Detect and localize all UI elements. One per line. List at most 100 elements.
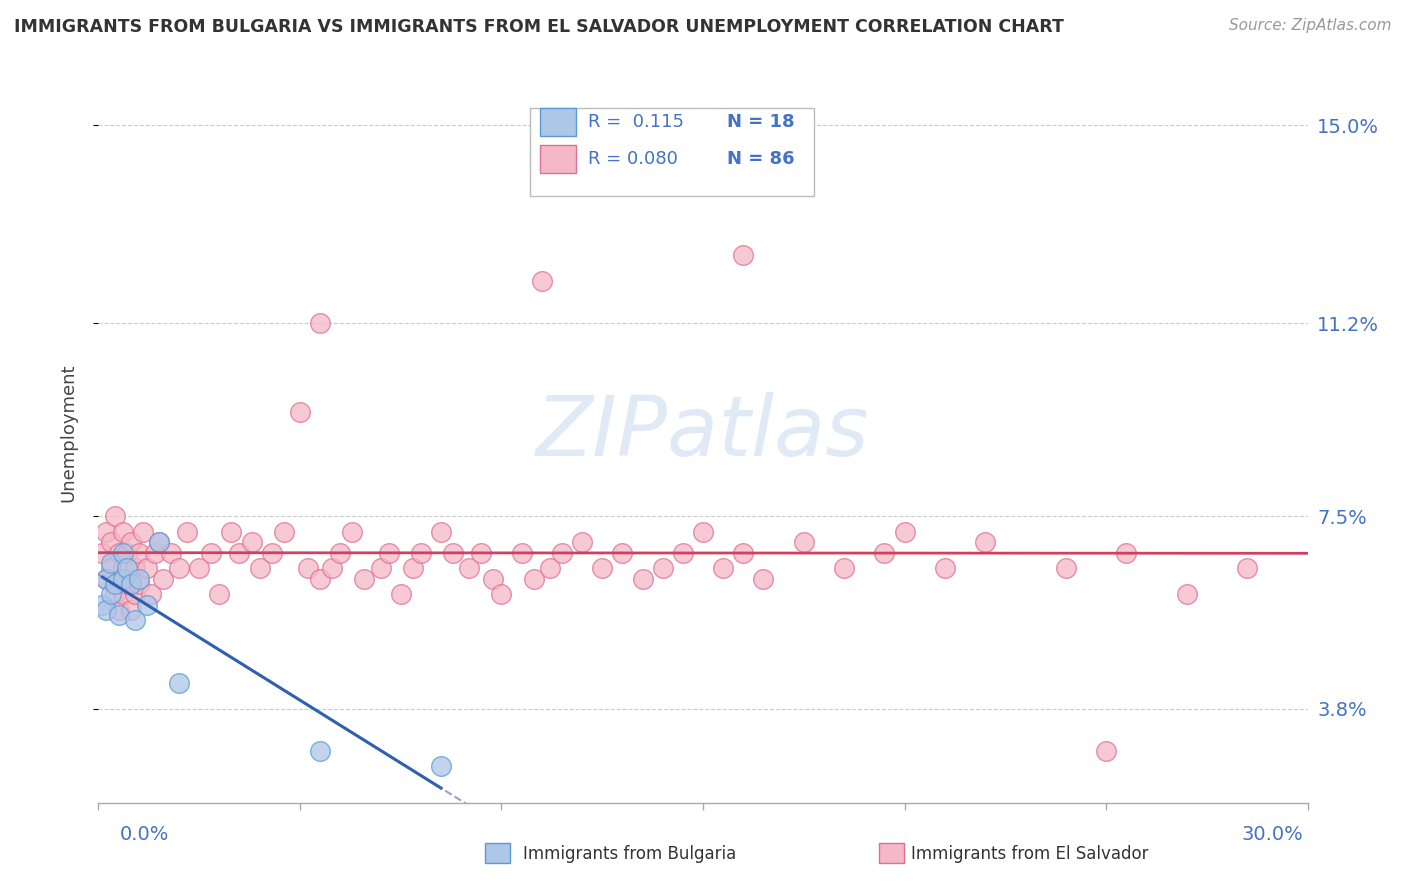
Point xyxy=(120,603,142,617)
Point xyxy=(530,274,553,288)
Point xyxy=(124,587,146,601)
Point xyxy=(974,535,997,549)
Point xyxy=(96,572,118,586)
Point xyxy=(510,545,533,559)
Text: Immigrants from El Salvador: Immigrants from El Salvador xyxy=(911,845,1149,863)
Point xyxy=(309,316,332,330)
Point xyxy=(100,535,122,549)
Text: R =  0.115: R = 0.115 xyxy=(588,113,685,131)
Text: 0.0%: 0.0% xyxy=(120,825,169,844)
Point xyxy=(441,545,464,559)
Point xyxy=(143,545,166,559)
Point xyxy=(115,561,138,575)
Point xyxy=(148,535,170,549)
Point xyxy=(523,572,546,586)
Point xyxy=(692,524,714,539)
Point xyxy=(120,577,142,591)
Point xyxy=(1175,587,1198,601)
Point xyxy=(321,561,343,575)
Point xyxy=(342,524,364,539)
Point xyxy=(297,561,319,575)
Point xyxy=(309,744,332,758)
Point xyxy=(107,545,129,559)
Point xyxy=(377,545,399,559)
Point xyxy=(228,545,250,559)
Point xyxy=(148,535,170,549)
Point xyxy=(430,524,453,539)
Point xyxy=(128,572,150,586)
Point xyxy=(631,572,654,586)
Point xyxy=(135,561,157,575)
Point xyxy=(152,572,174,586)
Point xyxy=(752,572,775,586)
Point xyxy=(482,572,505,586)
Point xyxy=(273,524,295,539)
Point xyxy=(111,587,134,601)
Text: ZIPatlas: ZIPatlas xyxy=(536,392,870,473)
Point xyxy=(430,759,453,773)
Point xyxy=(873,545,896,559)
Point xyxy=(249,561,271,575)
Point xyxy=(260,545,283,559)
Point xyxy=(128,545,150,559)
Point xyxy=(128,577,150,591)
Point xyxy=(103,509,125,524)
FancyBboxPatch shape xyxy=(530,108,814,195)
Point xyxy=(107,572,129,586)
Point xyxy=(103,577,125,591)
Bar xyxy=(540,145,576,173)
Point xyxy=(711,561,734,575)
Point xyxy=(124,561,146,575)
Point xyxy=(240,535,263,549)
Point xyxy=(733,248,755,262)
Point xyxy=(208,587,231,601)
Point xyxy=(111,561,134,575)
Point xyxy=(571,535,593,549)
Text: 30.0%: 30.0% xyxy=(1241,825,1303,844)
Point xyxy=(612,545,634,559)
Point xyxy=(551,545,574,559)
Point xyxy=(96,524,118,539)
Point xyxy=(370,561,392,575)
Point xyxy=(188,561,211,575)
Point xyxy=(353,572,375,586)
Point xyxy=(111,545,134,559)
Point xyxy=(934,561,956,575)
Point xyxy=(96,603,118,617)
Point xyxy=(139,587,162,601)
Bar xyxy=(540,108,576,136)
Point xyxy=(470,545,492,559)
Point xyxy=(100,556,122,570)
Point xyxy=(167,561,190,575)
Point xyxy=(107,603,129,617)
Point xyxy=(389,587,412,601)
Point xyxy=(672,545,695,559)
Point xyxy=(100,587,122,601)
Point xyxy=(651,561,673,575)
Point xyxy=(491,587,513,601)
Point xyxy=(100,561,122,575)
Text: IMMIGRANTS FROM BULGARIA VS IMMIGRANTS FROM EL SALVADOR UNEMPLOYMENT CORRELATION: IMMIGRANTS FROM BULGARIA VS IMMIGRANTS F… xyxy=(14,18,1064,36)
Point xyxy=(111,572,134,586)
Point xyxy=(288,405,311,419)
Point xyxy=(329,545,352,559)
Point xyxy=(176,524,198,539)
Point xyxy=(221,524,243,539)
Text: Source: ZipAtlas.com: Source: ZipAtlas.com xyxy=(1229,18,1392,33)
Point xyxy=(1236,561,1258,575)
Point xyxy=(167,676,190,690)
Point xyxy=(733,545,755,559)
Point xyxy=(124,613,146,627)
Point xyxy=(458,561,481,575)
Point xyxy=(103,587,125,601)
Point xyxy=(135,598,157,612)
Point xyxy=(132,524,155,539)
Point xyxy=(120,572,142,586)
Point xyxy=(160,545,183,559)
Point xyxy=(832,561,855,575)
Point xyxy=(409,545,432,559)
Point xyxy=(1095,744,1118,758)
Point xyxy=(309,572,332,586)
Point xyxy=(591,561,613,575)
Y-axis label: Unemployment: Unemployment xyxy=(59,363,77,502)
